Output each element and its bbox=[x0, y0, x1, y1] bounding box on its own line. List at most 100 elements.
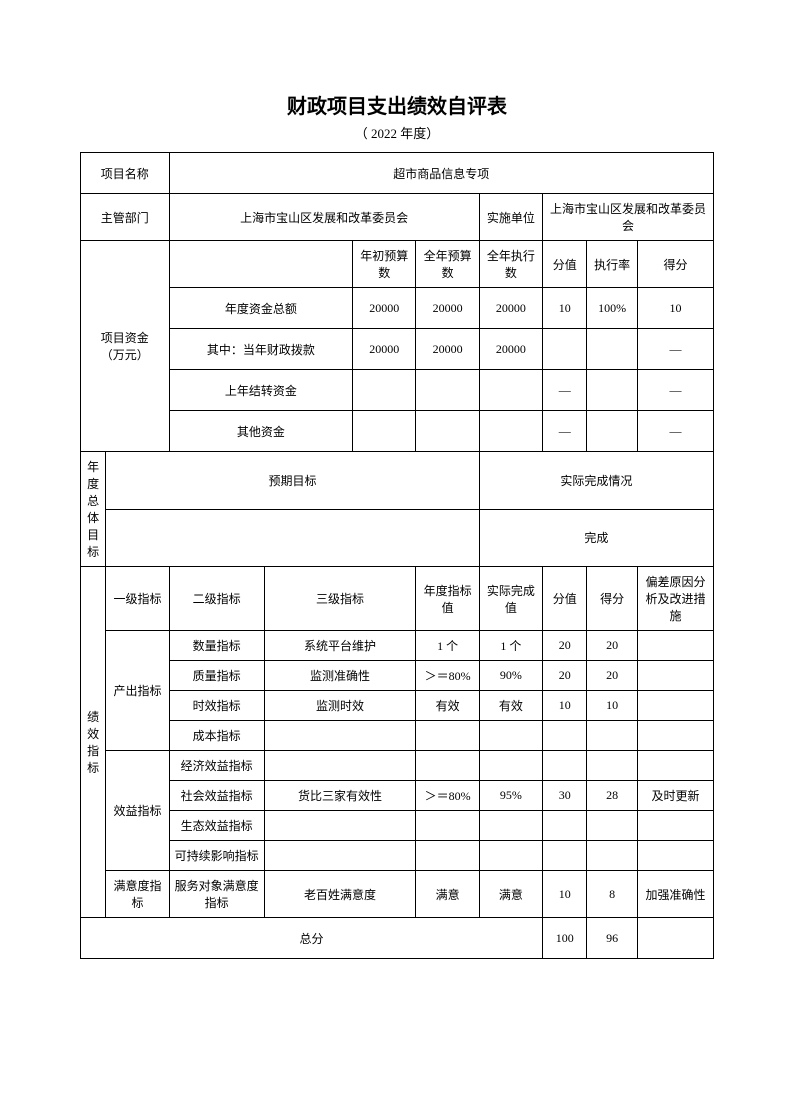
fund-header-score: 得分 bbox=[637, 241, 713, 288]
actual-cell: 有效 bbox=[479, 691, 542, 721]
page-title: 财政项目支出绩效自评表 bbox=[80, 90, 714, 119]
score-cell: 20 bbox=[587, 631, 638, 661]
fund-cell: 20000 bbox=[416, 288, 479, 329]
fund-cell: — bbox=[637, 329, 713, 370]
fund-cell bbox=[479, 411, 542, 452]
actual-cell bbox=[479, 841, 542, 871]
actual-cell: 95% bbox=[479, 781, 542, 811]
score-cell: 8 bbox=[587, 871, 638, 918]
dev-cell bbox=[637, 721, 713, 751]
target-cell: 满意 bbox=[416, 871, 479, 918]
score-cell bbox=[587, 841, 638, 871]
lvl3-cell: 系统平台维护 bbox=[264, 631, 416, 661]
lvl3-cell: 老百姓满意度 bbox=[264, 871, 416, 918]
weight-cell bbox=[543, 811, 587, 841]
weight-cell: 10 bbox=[543, 871, 587, 918]
header-actual-value: 实际完成值 bbox=[479, 567, 542, 631]
header-lvl1: 一级指标 bbox=[106, 567, 169, 631]
actual-cell bbox=[479, 811, 542, 841]
actual-cell bbox=[479, 721, 542, 751]
header-lvl2: 二级指标 bbox=[169, 567, 264, 631]
header-weight: 分值 bbox=[543, 567, 587, 631]
lvl3-cell: 货比三家有效性 bbox=[264, 781, 416, 811]
score-cell bbox=[587, 811, 638, 841]
lvl3-cell bbox=[264, 811, 416, 841]
lvl2-cell: 可持续影响指标 bbox=[169, 841, 264, 871]
label-annual-goal: 年度总体目标 bbox=[81, 452, 106, 567]
dev-cell bbox=[637, 841, 713, 871]
fund-header-full: 全年预算数 bbox=[416, 241, 479, 288]
fund-cell: 10 bbox=[637, 288, 713, 329]
fund-cell bbox=[479, 370, 542, 411]
weight-cell: 30 bbox=[543, 781, 587, 811]
value-expected-goal bbox=[106, 509, 479, 567]
dev-cell bbox=[637, 811, 713, 841]
label-impl-unit: 实施单位 bbox=[479, 194, 542, 241]
lvl2-cell: 质量指标 bbox=[169, 661, 264, 691]
actual-cell: 90% bbox=[479, 661, 542, 691]
header-deviation: 偏差原因分析及改进措施 bbox=[637, 567, 713, 631]
fund-row-label: 其中：当年财政拨款 bbox=[169, 329, 353, 370]
label-department: 主管部门 bbox=[81, 194, 170, 241]
lvl1-cell: 产出指标 bbox=[106, 631, 169, 751]
target-cell bbox=[416, 811, 479, 841]
dev-cell: 及时更新 bbox=[637, 781, 713, 811]
fund-cell: — bbox=[637, 370, 713, 411]
fund-cell bbox=[587, 411, 638, 452]
fund-header-exec: 全年执行数 bbox=[479, 241, 542, 288]
fund-cell bbox=[353, 411, 416, 452]
lvl3-cell bbox=[264, 721, 416, 751]
fund-cell bbox=[353, 370, 416, 411]
fund-header-begin: 年初预算数 bbox=[353, 241, 416, 288]
fund-cell bbox=[416, 411, 479, 452]
fund-cell: 20000 bbox=[479, 329, 542, 370]
lvl2-cell: 经济效益指标 bbox=[169, 751, 264, 781]
fund-cell: — bbox=[543, 411, 587, 452]
score-cell: 28 bbox=[587, 781, 638, 811]
weight-cell bbox=[543, 841, 587, 871]
score-cell bbox=[587, 721, 638, 751]
target-cell bbox=[416, 841, 479, 871]
lvl1-cell: 满意度指标 bbox=[106, 871, 169, 918]
target-cell bbox=[416, 751, 479, 781]
weight-cell bbox=[543, 751, 587, 781]
score-cell: 10 bbox=[587, 691, 638, 721]
lvl3-cell bbox=[264, 751, 416, 781]
score-cell bbox=[587, 751, 638, 781]
fund-cell: — bbox=[543, 370, 587, 411]
lvl3-cell: 监测准确性 bbox=[264, 661, 416, 691]
actual-cell bbox=[479, 751, 542, 781]
value-impl-unit: 上海市宝山区发展和改革委员会 bbox=[543, 194, 714, 241]
lvl2-cell: 成本指标 bbox=[169, 721, 264, 751]
label-expected-goal: 预期目标 bbox=[106, 452, 479, 510]
lvl2-cell: 时效指标 bbox=[169, 691, 264, 721]
total-weight: 100 bbox=[543, 918, 587, 959]
fund-cell: 20000 bbox=[353, 288, 416, 329]
lvl3-cell: 监测时效 bbox=[264, 691, 416, 721]
weight-cell: 20 bbox=[543, 631, 587, 661]
total-score: 96 bbox=[587, 918, 638, 959]
dev-cell bbox=[637, 661, 713, 691]
label-fund-section: 项目资金 （万元） bbox=[81, 241, 170, 452]
dev-cell bbox=[637, 631, 713, 661]
weight-cell: 20 bbox=[543, 661, 587, 691]
fund-header-blank bbox=[169, 241, 353, 288]
target-cell: ＞＝80% bbox=[416, 661, 479, 691]
fund-header-rate: 执行率 bbox=[587, 241, 638, 288]
lvl2-cell: 生态效益指标 bbox=[169, 811, 264, 841]
dev-cell bbox=[637, 751, 713, 781]
fund-row-label: 年度资金总额 bbox=[169, 288, 353, 329]
header-score: 得分 bbox=[587, 567, 638, 631]
value-project-name: 超市商品信息专项 bbox=[169, 153, 713, 194]
fund-cell: 10 bbox=[543, 288, 587, 329]
label-perf-indicator: 绩效指标 bbox=[81, 567, 106, 918]
lvl2-cell: 社会效益指标 bbox=[169, 781, 264, 811]
label-project-name: 项目名称 bbox=[81, 153, 170, 194]
fund-cell bbox=[543, 329, 587, 370]
fund-cell: 20000 bbox=[353, 329, 416, 370]
lvl1-cell: 效益指标 bbox=[106, 751, 169, 871]
fund-cell bbox=[416, 370, 479, 411]
value-department: 上海市宝山区发展和改革委员会 bbox=[169, 194, 479, 241]
value-actual-status: 完成 bbox=[479, 509, 713, 567]
target-cell: 1 个 bbox=[416, 631, 479, 661]
